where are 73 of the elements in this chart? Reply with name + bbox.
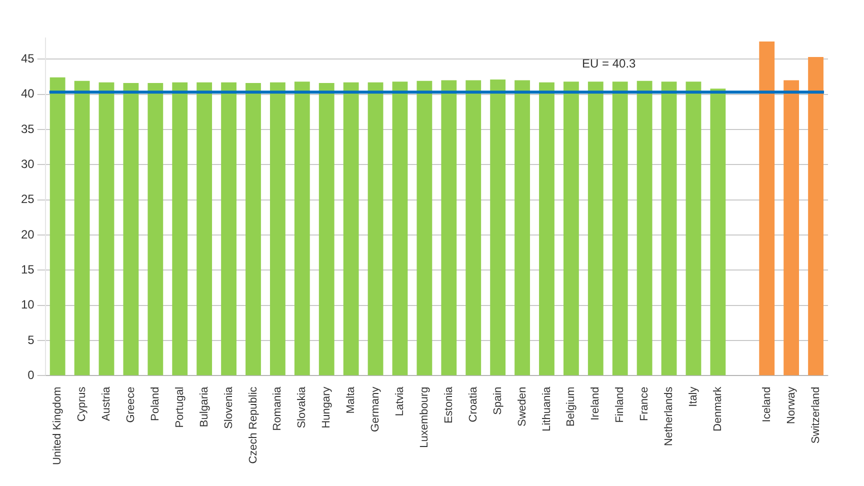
x-tick-label: Cyprus [76, 386, 88, 422]
x-tick-label: Germany [370, 386, 382, 432]
x-tick-label: Latvia [394, 386, 406, 416]
x-tick-label: Spain [492, 386, 504, 415]
y-tick-label: 10 [20, 298, 35, 312]
bar [514, 80, 530, 376]
y-tick-label: 15 [20, 262, 35, 277]
y-tick-label: 20 [20, 227, 35, 242]
bar [196, 82, 212, 376]
bar [98, 82, 114, 376]
x-tick-label: Ireland [590, 386, 602, 420]
x-tick-label: Bulgaria [198, 386, 210, 428]
x-tick-label: Slovenia [222, 386, 235, 429]
bar [808, 57, 824, 376]
x-tick-label: Luxembourg [418, 386, 430, 448]
y-tick-label: 35 [20, 122, 35, 136]
bar [221, 82, 236, 376]
bar [710, 88, 726, 376]
x-tick-label: Estonia [442, 386, 455, 424]
bar [612, 82, 628, 376]
x-tick-label: Poland [149, 386, 162, 421]
x-tick-label: Denmark [712, 386, 724, 432]
bar [368, 82, 384, 376]
x-tick-label: Italy [688, 386, 700, 407]
bar [74, 80, 90, 376]
bar [343, 82, 359, 376]
y-tick-label: 45 [20, 51, 35, 66]
bar [759, 42, 775, 376]
y-tick-label: 0 [28, 368, 35, 382]
x-tick-label: Lithuania [540, 386, 553, 432]
x-tick-label: Belgium [565, 386, 578, 426]
bar [539, 82, 554, 376]
bar [392, 82, 408, 376]
bar [148, 83, 164, 376]
bar [294, 82, 310, 376]
x-tick-label: France [638, 386, 651, 421]
x-tick-label: Czech Republic [247, 386, 260, 464]
bar [270, 82, 286, 376]
bar [441, 80, 457, 376]
y-tick-label: 30 [20, 156, 35, 171]
y-tick-label: 25 [20, 192, 35, 206]
bar [466, 80, 482, 376]
x-tick-label: Greece [124, 386, 137, 423]
bar [123, 83, 139, 376]
x-tick-label: Finland [614, 386, 626, 423]
x-tick-label: United Kingdom [52, 386, 64, 466]
bar [318, 83, 334, 376]
y-tick-label: 5 [28, 332, 35, 347]
bar [563, 82, 579, 376]
x-tick-label: Slovakia [296, 386, 308, 428]
y-tick-label: 40 [20, 86, 35, 101]
x-tick-label: Austria [100, 386, 113, 421]
bar [50, 77, 66, 376]
x-tick-label: Hungary [320, 386, 333, 428]
bar [490, 80, 506, 376]
x-tick-label: Sweden [516, 386, 528, 426]
x-tick-label: Iceland [760, 386, 773, 422]
x-tick-label: Norway [785, 386, 798, 424]
bar [661, 82, 677, 376]
bar [416, 80, 432, 376]
bar [686, 82, 702, 376]
bar [784, 80, 800, 376]
x-tick-label: Netherlands [663, 386, 676, 446]
x-tick-label: Romania [272, 386, 284, 431]
bar [246, 83, 261, 376]
ref-line-label: EU = 40.3 [582, 56, 636, 70]
bar [588, 82, 604, 376]
x-tick-label: Croatia [467, 386, 480, 422]
x-tick-label: Malta [345, 386, 358, 414]
x-tick-label: Switzerland [810, 386, 822, 444]
x-tick-label: Portugal [174, 386, 186, 428]
bar [172, 82, 188, 376]
bar [636, 80, 652, 376]
